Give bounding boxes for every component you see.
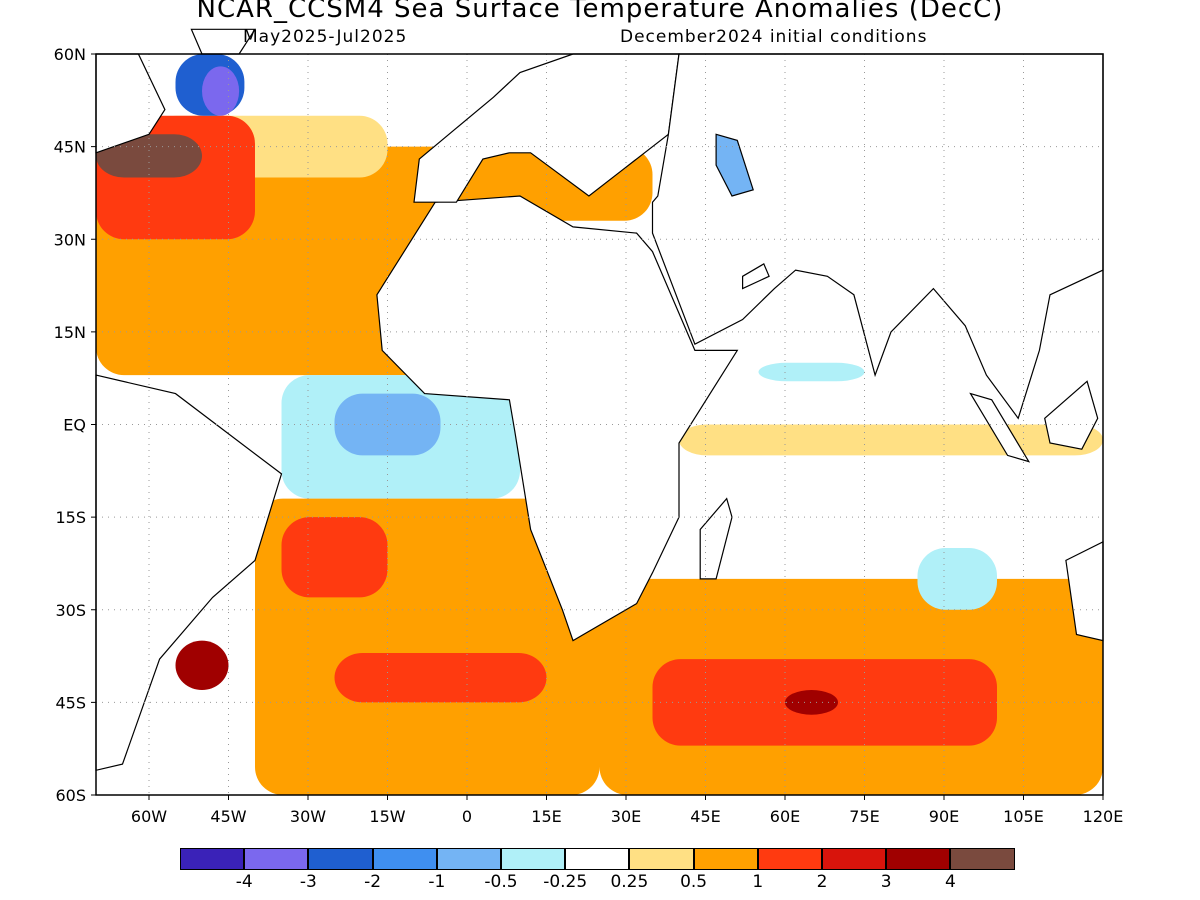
latitude-tick-label: 45N: [54, 138, 86, 157]
longitude-tick-label: 30E: [611, 807, 641, 826]
colorbar-swatch: [757, 848, 822, 870]
latitude-tick-label: EQ: [63, 416, 86, 435]
latitude-tick-label: 30N: [54, 230, 86, 249]
colorbar-swatch: [308, 848, 373, 870]
colorbar-label: 0.25: [610, 872, 649, 892]
colorbar-swatch: [822, 848, 887, 870]
longitude-tick-label: 60W: [131, 807, 167, 826]
colorbar-swatch: [501, 848, 566, 870]
chart-title: NCAR_CCSM4 Sea Surface Temperature Anoma…: [196, 0, 1004, 24]
latitude-tick-label: 30S: [55, 601, 86, 620]
anomaly-patch-eqA2: [334, 393, 441, 456]
colorbar-label: -2: [364, 872, 382, 892]
longitude-tick-label: 45E: [690, 807, 720, 826]
anomaly-patch-iob: [758, 362, 865, 382]
anomaly-field: [96, 54, 1103, 795]
landmass-africa: [376, 195, 739, 642]
longitude-tick-label: 0: [462, 807, 472, 826]
latitude-tick-label: 45S: [55, 693, 86, 712]
longitude-tick-label: 120E: [1083, 807, 1124, 826]
colorbar-swatch: [886, 848, 951, 870]
colorbar-label: -0.25: [543, 872, 588, 892]
colorbar-label: -1: [428, 872, 446, 892]
longitude-tick-label: 15E: [531, 807, 561, 826]
anomaly-patch-io: [679, 424, 1103, 456]
colorbar-swatch: [693, 848, 758, 870]
anomaly-patch-gulf: [96, 134, 202, 178]
anomaly-patch-nw2: [202, 66, 240, 116]
colorbar-label: 3: [880, 872, 892, 892]
latitude-tick-label: 60N: [54, 45, 86, 64]
forecast-period: May2025-Jul2025: [243, 27, 408, 47]
anomaly-patch-agl: [334, 652, 547, 703]
anomaly-patch-sat2: [281, 517, 388, 598]
colorbar-label: -4: [235, 872, 253, 892]
colorbar-label: 0.5: [680, 872, 708, 892]
colorbar-label: 4: [944, 872, 956, 892]
colorbar-label: -0.5: [484, 872, 518, 892]
colorbar-swatch: [180, 848, 245, 870]
longitude-tick-label: 60E: [770, 807, 800, 826]
landmass-borneo: [1044, 380, 1099, 450]
landmass-madagascar: [699, 497, 733, 580]
landmass-sumatra: [969, 392, 1031, 463]
longitude-tick-label: 105E: [1003, 807, 1044, 826]
longitude-tick-label: 45W: [210, 807, 246, 826]
initial-conditions: December2024 initial conditions: [620, 27, 928, 47]
landmass-caspian: [715, 133, 754, 197]
longitude-tick-label: 15W: [369, 807, 405, 826]
latitude-tick-label: 15S: [55, 508, 86, 527]
longitude-tick-label: 30W: [290, 807, 326, 826]
anomaly-patch-hot2: [175, 640, 229, 691]
longitude-tick-label: 75E: [849, 807, 879, 826]
colorbar-label: -3: [299, 872, 317, 892]
colorbar-label: 2: [816, 872, 828, 892]
latitude-tick-label: 60S: [55, 786, 86, 805]
landmass-south-america: [95, 374, 283, 772]
anomaly-patch-hot1: [785, 690, 838, 715]
colorbar-swatch: [629, 848, 694, 870]
colorbar-swatch: [950, 848, 1015, 870]
colorbar-label: 1: [752, 872, 764, 892]
land-outline: [95, 28, 1104, 772]
landmass-arabia-sea-shore: [742, 263, 770, 290]
longitude-tick-label: 90E: [929, 807, 959, 826]
colorbar-swatch: [565, 848, 630, 870]
axis-ticks: 60N 45N 30N 15N EQ 15S 30S 45S 60S 60W 45W 30W 15W 0 1…: [54, 45, 1124, 826]
anomaly-patch-ioC: [917, 548, 997, 610]
colorbar-swatch: [372, 848, 437, 870]
colorbar-swatch: [436, 848, 501, 870]
latitude-tick-label: 15N: [54, 323, 86, 342]
colorbar-swatch: [244, 848, 309, 870]
